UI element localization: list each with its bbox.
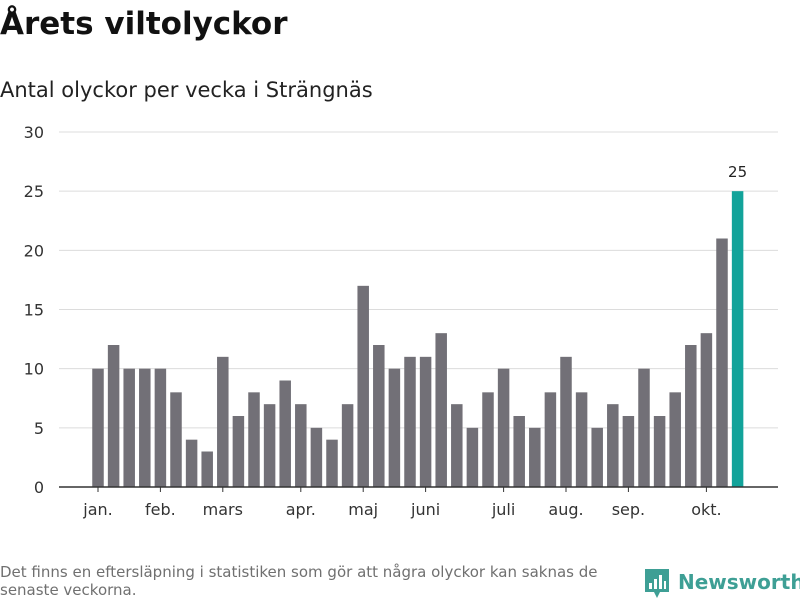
bars bbox=[92, 191, 744, 487]
chart-subtitle: Antal olyckor per vecka i Strängnäs bbox=[0, 78, 373, 102]
x-tick-label: okt. bbox=[691, 500, 721, 519]
brand-name: Newsworthy bbox=[678, 570, 800, 594]
bar bbox=[154, 368, 167, 487]
bar-highlight bbox=[731, 191, 744, 487]
y-tick-label: 30 bbox=[24, 123, 44, 142]
bar bbox=[357, 285, 369, 487]
x-tick-label: maj bbox=[348, 500, 378, 519]
bar bbox=[560, 356, 572, 487]
bar bbox=[279, 380, 291, 487]
bar bbox=[575, 392, 588, 487]
bar bbox=[638, 368, 650, 487]
bar bbox=[607, 404, 619, 487]
bar bbox=[466, 427, 479, 487]
bar bbox=[622, 416, 635, 487]
bar bbox=[591, 427, 603, 487]
bar bbox=[248, 392, 260, 487]
bar-chart-logo-icon bbox=[645, 569, 669, 598]
bar bbox=[529, 427, 541, 487]
brand[interactable]: Newsworthy bbox=[644, 568, 800, 600]
footnote: Det finns en eftersläpning i statistiken… bbox=[0, 563, 598, 599]
x-axis-ticks: jan. feb. mars apr. maj juni juli aug. sep. okt. bbox=[82, 487, 722, 519]
bar bbox=[716, 238, 728, 487]
bar bbox=[373, 345, 385, 487]
bar bbox=[263, 404, 276, 487]
bar bbox=[388, 368, 401, 487]
x-tick-label: feb. bbox=[145, 500, 176, 519]
chart-title: Årets viltolyckor bbox=[0, 6, 288, 42]
data-label: 25 bbox=[728, 163, 747, 181]
bar bbox=[123, 368, 135, 487]
gridlines bbox=[59, 131, 778, 429]
bar bbox=[404, 356, 416, 487]
bar bbox=[685, 345, 697, 487]
x-tick-label: jan. bbox=[82, 500, 112, 519]
x-tick-label: aug. bbox=[548, 500, 583, 519]
x-tick-label: juli bbox=[491, 500, 515, 519]
y-tick-label: 25 bbox=[24, 182, 44, 201]
data-labels: 25 bbox=[728, 163, 747, 181]
bar bbox=[497, 368, 510, 487]
y-tick-label: 0 bbox=[34, 478, 44, 497]
y-tick-label: 15 bbox=[24, 301, 44, 320]
bar bbox=[201, 451, 213, 487]
x-tick-label: apr. bbox=[286, 500, 316, 519]
bar bbox=[435, 333, 447, 487]
y-tick-label: 20 bbox=[24, 241, 44, 260]
bar bbox=[419, 356, 432, 487]
bar bbox=[232, 416, 245, 487]
bar bbox=[295, 404, 307, 487]
x-tick-label: sep. bbox=[612, 500, 645, 519]
x-tick-label: mars bbox=[203, 500, 243, 519]
bar bbox=[544, 392, 557, 487]
bar bbox=[139, 368, 151, 487]
bar bbox=[185, 439, 198, 487]
y-axis-ticks: 0 5 10 15 20 25 30 bbox=[24, 123, 44, 497]
x-tick-label: juni bbox=[410, 500, 440, 519]
bar bbox=[341, 404, 354, 487]
bar bbox=[700, 333, 713, 487]
bar bbox=[92, 368, 104, 487]
bar bbox=[669, 392, 681, 487]
bar bbox=[217, 356, 229, 487]
bar bbox=[326, 439, 338, 487]
bar bbox=[653, 416, 666, 487]
y-tick-label: 5 bbox=[34, 419, 44, 438]
y-tick-label: 10 bbox=[24, 360, 44, 379]
bar bbox=[170, 392, 182, 487]
bar bbox=[451, 404, 463, 487]
bar bbox=[310, 427, 323, 487]
bar bbox=[513, 416, 525, 487]
bar bbox=[107, 345, 120, 487]
bar bbox=[482, 392, 494, 487]
